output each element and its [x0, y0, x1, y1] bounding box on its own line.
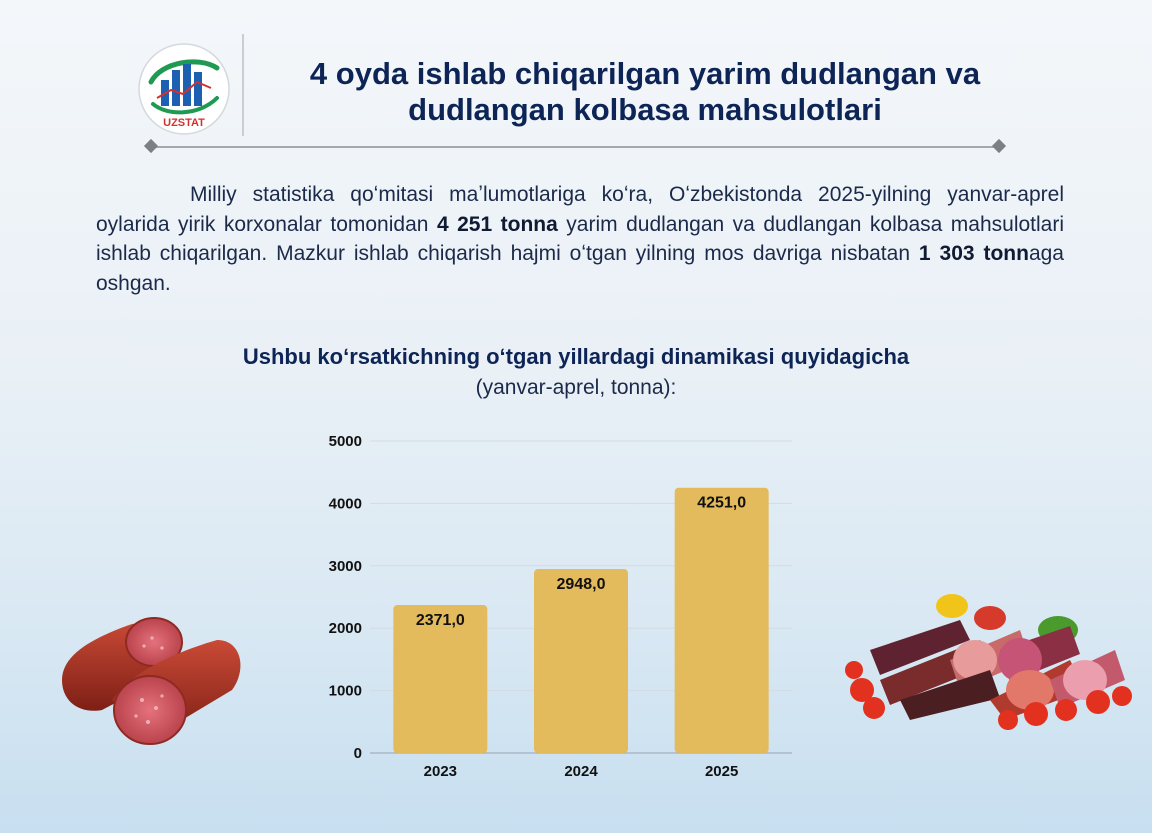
uzstat-logo: UZSTAT [137, 42, 231, 136]
y-tick-label: 1000 [329, 683, 362, 700]
salami-image [62, 617, 241, 745]
bar-value-label: 2371,0 [416, 612, 465, 629]
highlight-total: 4 251 tonna [436, 212, 558, 236]
x-tick-label: 2024 [564, 763, 598, 780]
highlight-increase: 1 303 tonn [918, 242, 1029, 265]
page-title: 4 oyda ishlab chiqarilgan yarim dudlanga… [250, 56, 1040, 128]
summary-paragraph: Milliy statistika qoʻmitasi maʼlumotlari… [96, 183, 1064, 295]
svg-text:UZSTAT: UZSTAT [163, 117, 205, 129]
y-tick-label: 2000 [329, 620, 362, 637]
y-tick-label: 3000 [329, 558, 362, 575]
y-tick-label: 5000 [329, 433, 362, 450]
rule-right-marker [991, 138, 1007, 154]
y-tick-label: 0 [354, 745, 362, 762]
bar [534, 569, 628, 753]
chart-title: Ushbu koʻrsatkichning oʻtgan yillardagi … [242, 344, 910, 369]
title-line-2: dudlangan kolbasa mahsulotlari [408, 92, 882, 127]
bar-value-label: 2948,0 [557, 576, 606, 593]
chart-subtitle: (yanvar-aprel, tonna): [475, 376, 677, 399]
bar [674, 487, 769, 753]
bar-value-label: 4251,0 [697, 495, 746, 512]
bar [393, 605, 488, 753]
rule-left-marker [143, 138, 159, 154]
header-rule [150, 146, 1004, 148]
title-line-1: 4 oyda ishlab chiqarilgan yarim dudlanga… [309, 56, 981, 91]
sausage-platter-image [845, 594, 1132, 730]
header-divider [242, 34, 244, 136]
bar-chart: 0 1000 2000 3000 4000 5000 2371,0 2948,0 4251,0… [329, 433, 792, 780]
x-tick-label: 2023 [424, 763, 457, 780]
y-tick-label: 4000 [329, 495, 362, 512]
x-tick-label: 2025 [705, 763, 738, 780]
